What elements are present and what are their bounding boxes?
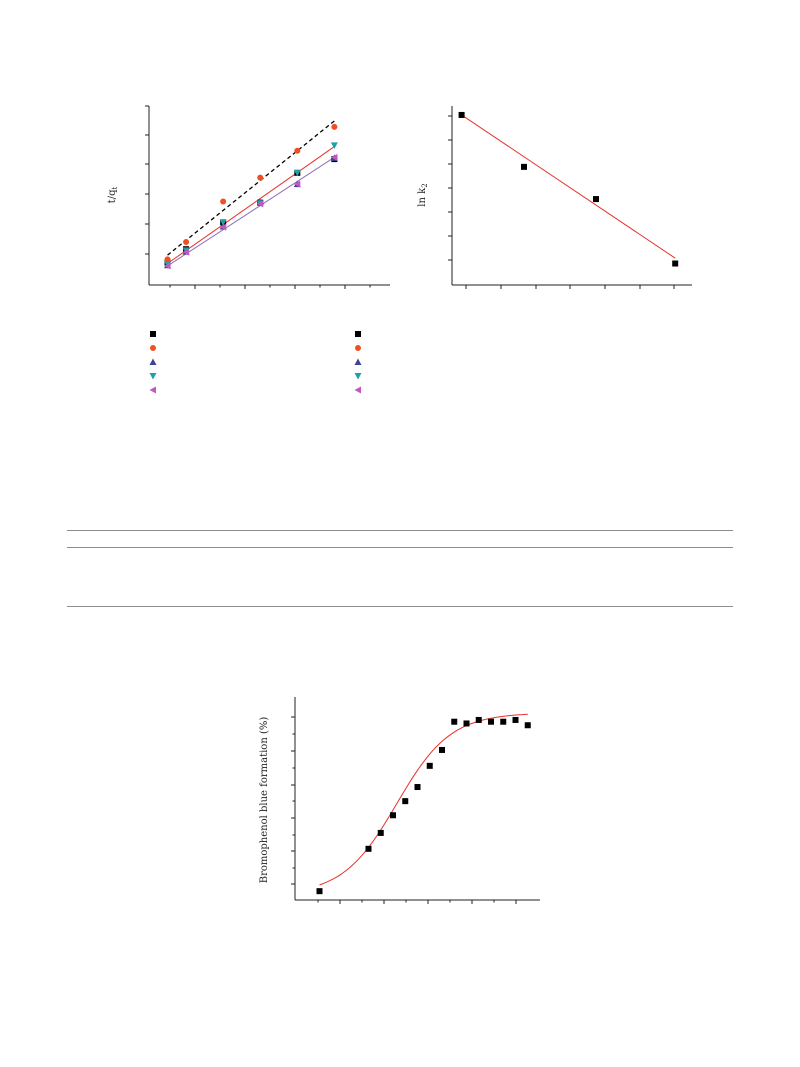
c1-series-1-point xyxy=(331,123,338,130)
c3-series-0-point xyxy=(463,720,470,727)
c3-series-0-point xyxy=(365,845,372,852)
c1-y-label-main: t/q xyxy=(107,189,118,203)
c1-series-1-point xyxy=(220,198,227,205)
c3-series-0-point xyxy=(524,722,531,729)
c3-y-axis-label: Bromophenol blue formation (%) xyxy=(259,717,270,884)
table-top-rule xyxy=(67,530,733,531)
c1-series-1-point xyxy=(183,239,190,246)
c1-fit-line-1 xyxy=(167,146,335,264)
c1-series-4-point xyxy=(164,262,171,270)
c1-series-3-point xyxy=(219,219,227,226)
c3-series-0-point xyxy=(316,888,323,895)
legend-marker-left-1 xyxy=(150,345,156,351)
c1-y-label-sub: t xyxy=(111,187,119,190)
c3-series-0-point xyxy=(451,718,458,725)
c2-series-0-point xyxy=(458,111,465,118)
c1-fit-line-0 xyxy=(167,120,335,256)
c2-series-0-point xyxy=(672,260,679,267)
c3-series-0-point xyxy=(377,829,384,836)
legend-marker-right-2 xyxy=(354,358,362,365)
c3-series-0-point xyxy=(426,762,433,769)
c1-series-4-point xyxy=(256,200,264,208)
bromophenol-chart: Bromophenol blue formation (%) xyxy=(259,697,540,904)
table-bottom-rule xyxy=(67,606,733,607)
c2-y-label-main: ln k xyxy=(417,187,428,207)
legend-marker-left-2 xyxy=(149,358,157,365)
table-header-rule xyxy=(67,547,733,548)
c1-series-1-point xyxy=(257,174,264,181)
ln-k2-chart: ln k2 xyxy=(417,106,692,289)
c3-series-0-point xyxy=(414,784,421,791)
c1-series-1-point xyxy=(294,147,301,154)
c1-series-4-point xyxy=(219,223,227,231)
c1-series-3-point xyxy=(330,142,338,149)
c2-series-0-point xyxy=(521,163,527,170)
c2-y-axis-label: ln k2 xyxy=(417,183,429,206)
legend-marker-right-4 xyxy=(354,386,361,394)
c1-series-1-point xyxy=(164,256,171,263)
c1-series-4-point xyxy=(293,180,301,188)
c3-series-0-point xyxy=(439,746,445,753)
c3-series-0-point xyxy=(512,716,519,723)
legend-marker-right-0 xyxy=(355,331,361,337)
kinetics-chart: t/qt xyxy=(107,105,390,289)
legend-marker-right-1 xyxy=(355,345,361,351)
c2-series-0-point xyxy=(593,196,599,203)
c3-series-0-point xyxy=(475,716,482,723)
c3-fit-curve xyxy=(319,713,528,886)
c2-y-label-sub: 2 xyxy=(421,183,429,187)
c1-series-4-point xyxy=(330,153,338,161)
legend xyxy=(149,331,362,394)
legend-marker-left-0 xyxy=(150,331,156,337)
c3-series-0-point xyxy=(402,798,409,805)
c1-series-4-point xyxy=(182,248,190,256)
c2-fit-line-0 xyxy=(461,114,676,259)
c1-y-axis-label: t/qt xyxy=(107,187,119,204)
c1-series-3-point xyxy=(293,169,301,177)
legend-marker-right-3 xyxy=(354,373,362,380)
c1-fit-line-2 xyxy=(167,156,335,267)
c3-series-0-point xyxy=(390,812,396,819)
c3-series-0-point xyxy=(500,718,507,725)
legend-marker-left-4 xyxy=(149,386,156,394)
c3-series-0-point xyxy=(488,718,494,725)
legend-marker-left-3 xyxy=(149,373,157,380)
